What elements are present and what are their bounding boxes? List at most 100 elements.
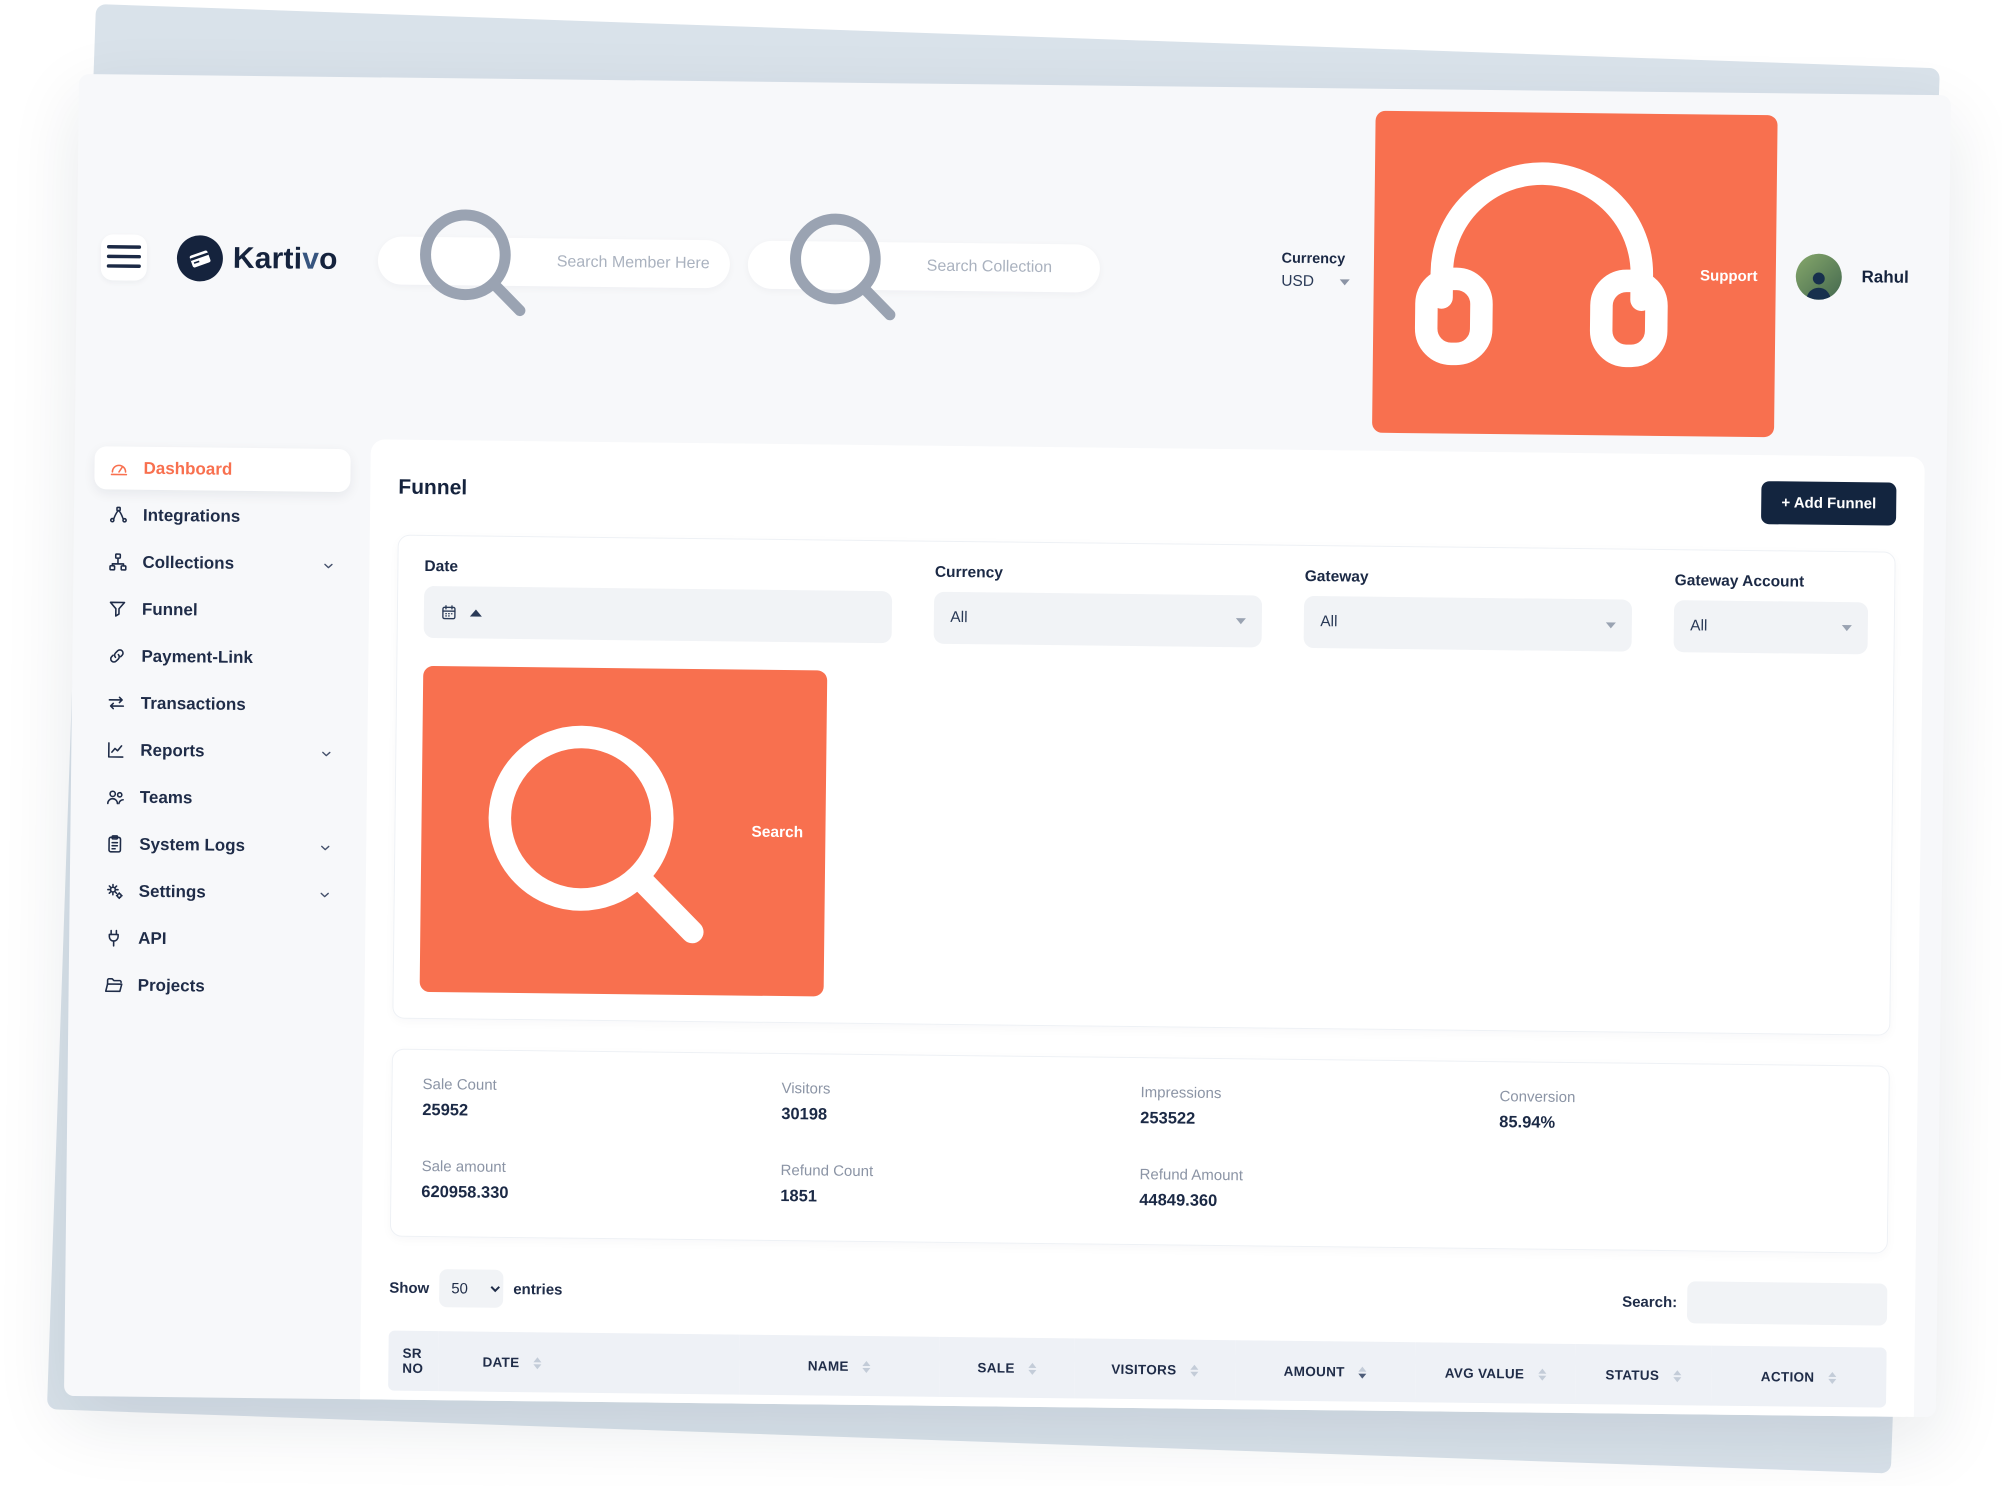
- column-header-label: SALE: [977, 1359, 1015, 1376]
- currency-label: Currency: [1281, 250, 1346, 268]
- gateway-filter-label: Gateway: [1304, 567, 1369, 586]
- sidebar-item-label: Reports: [140, 740, 205, 760]
- stat-value: 253522: [1140, 1109, 1196, 1128]
- chevron-down-icon: [1606, 622, 1617, 629]
- sidebar-item-label: Integrations: [142, 505, 241, 526]
- column-header-date[interactable]: DATE: [438, 1331, 740, 1395]
- sort-icon[interactable]: [1028, 1362, 1037, 1375]
- sidebar-item-label: API: [138, 928, 167, 948]
- chevron-down-icon: [318, 886, 332, 900]
- chevron-down-icon: [321, 557, 335, 571]
- gateway-account-filter-select[interactable]: All: [1673, 600, 1869, 655]
- gateway-filter-select[interactable]: All: [1303, 595, 1633, 652]
- funnel-table-zone: Show 50 entries Search: SR NO DATE NAME SAL…: [380, 1267, 1888, 1418]
- sidebar-item-funnel[interactable]: Funnel: [93, 587, 349, 633]
- column-header-amount[interactable]: AMOUNT: [1234, 1340, 1416, 1403]
- sidebar-item-transactions[interactable]: Transactions: [92, 681, 348, 727]
- sort-icon[interactable]: [533, 1357, 542, 1370]
- stat-item: Refund Amount 44849.360: [1139, 1166, 1498, 1214]
- date-range-input[interactable]: [423, 585, 893, 644]
- column-header-name[interactable]: NAME: [738, 1334, 940, 1397]
- currency-filter-value: All: [950, 608, 968, 627]
- collection-search-input[interactable]: [926, 257, 1080, 278]
- date-filter: Date: [423, 557, 893, 644]
- stat-value: 1851: [780, 1187, 818, 1206]
- chevron-down-icon: [1339, 279, 1351, 286]
- api-icon: [103, 927, 124, 948]
- topbar-right: Currency USD Support Rahul: [1280, 110, 1911, 439]
- add-funnel-button[interactable]: + Add Funnel: [1761, 481, 1897, 526]
- sidebar-item-label: Settings: [138, 881, 206, 901]
- sort-icon[interactable]: [862, 1360, 871, 1374]
- support-button[interactable]: Support: [1372, 110, 1778, 438]
- stat-label: Impressions: [1140, 1084, 1222, 1103]
- sidebar-item-teams[interactable]: Teams: [91, 775, 347, 821]
- column-header-label: NAME: [807, 1357, 849, 1374]
- stat-item: Sale Count 25952: [422, 1076, 781, 1124]
- user-name: Rahul: [1861, 267, 1909, 287]
- column-header-sale[interactable]: SALE: [939, 1336, 1076, 1399]
- brand-logo[interactable]: Kartivo: [176, 235, 338, 283]
- gateway-account-filter-value: All: [1690, 617, 1708, 635]
- teams-icon: [105, 786, 126, 807]
- stat-label: Refund Amount: [1139, 1166, 1244, 1185]
- currency-selected-value: USD: [1281, 272, 1315, 291]
- link-icon: [106, 645, 127, 666]
- calendar-icon: [440, 603, 458, 621]
- sidebar-item-reports[interactable]: Reports: [91, 728, 347, 774]
- column-header-status[interactable]: STATUS: [1575, 1344, 1712, 1406]
- column-header-label: STATUS: [1605, 1366, 1660, 1383]
- chevron-down-icon: [1841, 625, 1852, 632]
- sidebar-item-projects[interactable]: Projects: [88, 963, 344, 1009]
- stats-summary-card: Sale Count 25952 Visitors 30198 Impressi…: [389, 1048, 1890, 1254]
- sidebar-item-collections[interactable]: Collections: [93, 540, 349, 586]
- column-header-action[interactable]: ACTION: [1710, 1345, 1887, 1408]
- sort-icon[interactable]: [1190, 1364, 1199, 1377]
- sidebar-item-label: Teams: [139, 787, 193, 807]
- integrations-icon: [108, 504, 129, 525]
- stat-item: Conversion 85.94%: [1499, 1088, 1858, 1136]
- sidebar-item-label: System Logs: [139, 834, 246, 855]
- stat-item: Sale amount 620958.330: [421, 1158, 780, 1206]
- stat-label: Sale Count: [422, 1075, 497, 1094]
- collections-icon: [107, 551, 128, 572]
- date-filter-label: Date: [424, 557, 459, 576]
- sort-icon[interactable]: [1538, 1368, 1547, 1381]
- sidebar-item-payment-link[interactable]: Payment-Link: [92, 634, 348, 680]
- column-header-sr-no: SR NO: [388, 1330, 439, 1392]
- sidebar-item-integrations[interactable]: Integrations: [94, 493, 350, 539]
- dashboard-window: Kartivo Currency USD Support: [64, 74, 1951, 1418]
- menu-toggle-button[interactable]: [100, 234, 148, 281]
- currency-dropdown[interactable]: USD: [1281, 272, 1351, 292]
- sidebar-item-system-logs[interactable]: System Logs: [90, 822, 346, 868]
- stat-item: Impressions 253522: [1140, 1084, 1499, 1132]
- sort-icon[interactable]: [1673, 1370, 1682, 1383]
- sidebar-item-label: Collections: [142, 552, 235, 573]
- sort-icon[interactable]: [1358, 1366, 1367, 1379]
- column-header-label: SR NO: [402, 1345, 424, 1376]
- search-icon: [397, 187, 546, 336]
- sidebar-item-settings[interactable]: Settings: [89, 869, 345, 915]
- sidebar-item-api[interactable]: API: [89, 916, 345, 962]
- filter-search-button[interactable]: Search: [419, 665, 827, 997]
- sidebar-item-dashboard[interactable]: Dashboard: [94, 446, 351, 493]
- stat-value: 85.94%: [1499, 1113, 1556, 1132]
- brand-logo-icon: [176, 235, 224, 282]
- column-header-visitors[interactable]: VISITORS: [1074, 1338, 1236, 1401]
- table-search-label: Search:: [1622, 1293, 1678, 1311]
- brand-name: Kartivo: [232, 241, 338, 276]
- user-avatar[interactable]: [1795, 253, 1842, 301]
- projects-icon: [103, 974, 124, 995]
- gateway-filter: Gateway All: [1303, 567, 1633, 652]
- sort-icon[interactable]: [1828, 1371, 1837, 1384]
- column-header-avg-value[interactable]: AVG VALUE: [1415, 1342, 1577, 1405]
- sidebar-item-label: Projects: [137, 975, 205, 995]
- stat-item: Refund Count 1851: [780, 1162, 1139, 1210]
- table-search-input[interactable]: [1686, 1281, 1888, 1326]
- entries-label: entries: [513, 1280, 563, 1299]
- currency-filter-label: Currency: [934, 563, 1004, 582]
- currency-filter-select[interactable]: All: [934, 591, 1263, 648]
- entries-count-select[interactable]: 50: [439, 1269, 504, 1308]
- chevron-down-icon: [319, 745, 333, 759]
- member-search-input[interactable]: [556, 253, 710, 274]
